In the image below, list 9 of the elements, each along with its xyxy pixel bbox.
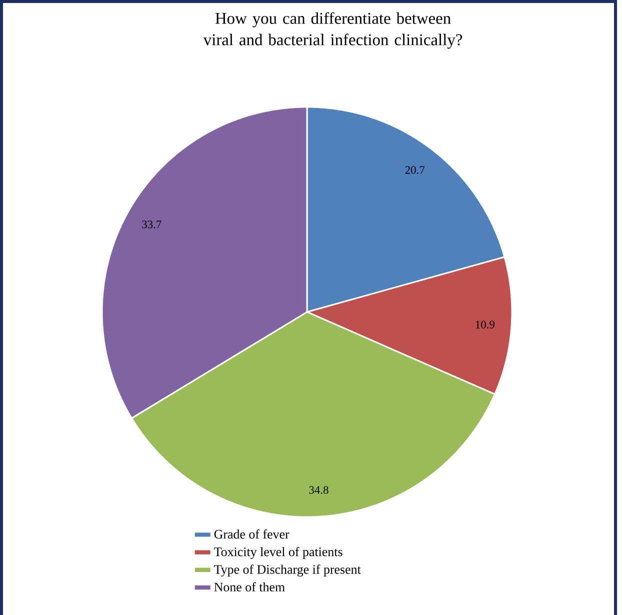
- legend-label: Toxicity level of patients: [214, 546, 342, 559]
- data-label: 33.7: [142, 220, 162, 228]
- legend-label: Grade of fever: [214, 529, 290, 539]
- chart-title: How you can differentiate between viral and bacterial infection clinically?: [203, 12, 462, 49]
- data-label: 20.7: [405, 166, 425, 174]
- data-label: 34.8: [309, 486, 328, 494]
- legend-label: Type of Discharge if present: [214, 564, 361, 576]
- data-label: 10.9: [476, 320, 494, 328]
- legend-label: None of them: [214, 582, 285, 592]
